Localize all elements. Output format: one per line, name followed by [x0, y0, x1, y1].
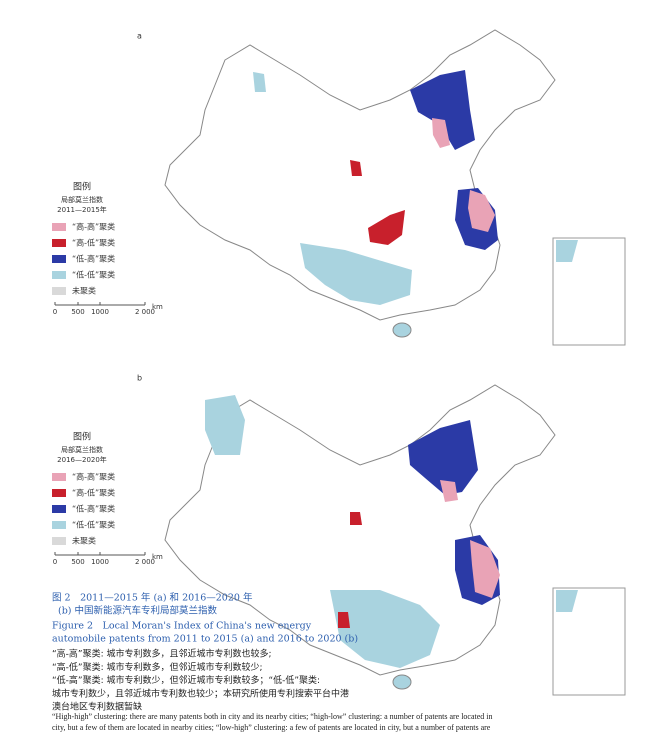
legend-label: 未聚类	[72, 536, 96, 546]
note: “低-高”聚类: 城市专利数少，但邻近城市专利数较多；“低-低”聚类:	[52, 674, 320, 686]
cluster	[470, 540, 500, 598]
legend-swatch	[52, 223, 66, 231]
cluster	[330, 590, 440, 668]
legend-label: “高-低”聚类	[72, 488, 115, 498]
legend-label: “高-低”聚类	[72, 238, 115, 248]
cluster	[408, 420, 478, 495]
cluster	[468, 190, 495, 232]
scale-label: 1000	[91, 308, 109, 316]
caption-en: Figure 2 Local Moran's Index of China's …	[52, 621, 312, 632]
scale-unit: km	[152, 553, 163, 561]
legend-title: 图例	[73, 431, 91, 443]
panel-label: b	[137, 374, 142, 383]
scale-label: 1000	[91, 558, 109, 566]
scale-label: 500	[71, 558, 84, 566]
scale-label: 0	[53, 308, 57, 316]
caption-en: automobile patents from 2011 to 2015 (a)…	[52, 634, 358, 645]
legend-swatch	[52, 473, 66, 481]
inset-land	[556, 590, 578, 612]
cluster	[338, 612, 350, 628]
legend-swatch	[52, 271, 66, 279]
hainan	[392, 322, 412, 338]
legend-swatch	[52, 287, 66, 295]
scale-label: 0	[53, 558, 57, 566]
scale-label: 2 000	[135, 308, 155, 316]
legend-swatch	[52, 537, 66, 545]
legend-label: “低-高”聚类	[72, 254, 115, 264]
english-note: city, but a few of them are located in n…	[52, 723, 491, 732]
legend-label: “高-高”聚类	[72, 472, 115, 482]
legend-subtitle: 局部莫兰指数	[61, 195, 103, 204]
legend-swatch	[52, 489, 66, 497]
map-a	[164, 29, 626, 346]
legend-label: “高-高”聚类	[72, 222, 115, 232]
legend-label: “低-低”聚类	[72, 270, 115, 280]
legend-period: 2016—2020年	[57, 455, 107, 464]
legend-swatch	[52, 239, 66, 247]
scale-label: 2 000	[135, 558, 155, 566]
scale-unit: km	[152, 303, 163, 311]
cluster	[350, 512, 362, 525]
cluster	[432, 118, 450, 148]
inset-land	[556, 240, 578, 262]
caption-zh: (b) 中国新能源汽车专利局部莫兰指数	[58, 605, 218, 617]
hainan	[392, 674, 412, 690]
cluster	[410, 70, 475, 150]
panel-label: a	[137, 32, 142, 41]
map-b	[164, 384, 626, 696]
scale-label: 500	[71, 308, 84, 316]
legend-subtitle: 局部莫兰指数	[61, 445, 103, 454]
cluster	[300, 243, 412, 305]
cluster	[350, 160, 362, 176]
legend-title: 图例	[73, 181, 91, 193]
legend-label: 未聚类	[72, 286, 96, 296]
cluster	[368, 210, 405, 245]
caption-zh: 图 2 2011—2015 年 (a) 和 2016—2020 年	[52, 592, 253, 604]
note: “高-低”聚类: 城市专利数多，但邻近城市专利数较少;	[52, 661, 263, 673]
cluster	[205, 395, 245, 455]
english-note: “High-high” clustering: there are many p…	[52, 712, 493, 721]
cluster	[440, 480, 458, 502]
note: “高-高”聚类: 城市专利数多，且邻近城市专利数也较多;	[52, 648, 272, 660]
legend-label: “低-高”聚类	[72, 504, 115, 514]
legend-label: “低-低”聚类	[72, 520, 115, 530]
legend-swatch	[52, 255, 66, 263]
legend-swatch	[52, 521, 66, 529]
cluster	[253, 72, 266, 92]
note: 城市专利数少，且邻近城市专利数也较少；本研究所使用专利搜索平台中港	[52, 687, 349, 699]
legend-period: 2011—2015年	[57, 205, 107, 214]
note: 澳台地区专利数据暂缺	[52, 701, 142, 713]
legend-swatch	[52, 505, 66, 513]
